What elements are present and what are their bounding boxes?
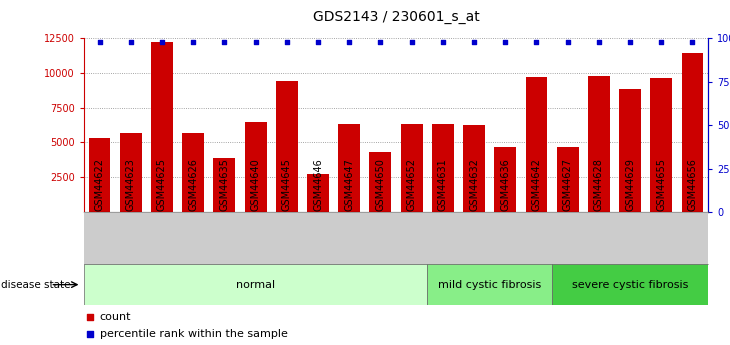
- Point: [687, 40, 699, 45]
- Point: [468, 40, 480, 45]
- Point: [374, 40, 386, 45]
- Bar: [650, 78, 672, 212]
- Bar: [432, 124, 454, 212]
- Point: [85, 331, 96, 337]
- Text: mild cystic fibrosis: mild cystic fibrosis: [438, 280, 541, 289]
- Point: [624, 40, 636, 45]
- Point: [93, 40, 105, 45]
- Bar: [619, 89, 641, 212]
- Bar: [338, 124, 360, 212]
- Bar: [276, 81, 298, 212]
- Bar: [557, 147, 579, 212]
- Point: [85, 314, 96, 319]
- Bar: [463, 125, 485, 212]
- Bar: [494, 147, 516, 212]
- Point: [343, 40, 355, 45]
- Bar: [213, 158, 235, 212]
- Bar: [682, 53, 704, 212]
- Point: [562, 40, 574, 45]
- Point: [218, 40, 230, 45]
- Point: [531, 40, 542, 45]
- Bar: [120, 133, 142, 212]
- Point: [406, 40, 418, 45]
- Bar: [182, 134, 204, 212]
- Bar: [245, 122, 266, 212]
- Bar: [84, 264, 427, 305]
- Point: [499, 40, 511, 45]
- Point: [188, 40, 199, 45]
- Bar: [401, 124, 423, 212]
- Bar: [588, 76, 610, 212]
- Text: severe cystic fibrosis: severe cystic fibrosis: [572, 280, 688, 289]
- Point: [312, 40, 324, 45]
- Bar: [552, 264, 708, 305]
- Bar: [427, 264, 552, 305]
- Bar: [88, 138, 110, 212]
- Text: GDS2143 / 230601_s_at: GDS2143 / 230601_s_at: [312, 10, 480, 24]
- Bar: [369, 151, 391, 212]
- Point: [281, 40, 293, 45]
- Bar: [307, 174, 329, 212]
- Point: [125, 40, 137, 45]
- Bar: [151, 42, 173, 212]
- Bar: [526, 77, 548, 212]
- Point: [250, 40, 261, 45]
- Text: disease state: disease state: [1, 280, 70, 289]
- Text: normal: normal: [236, 280, 275, 289]
- Text: count: count: [99, 312, 131, 322]
- Point: [437, 40, 449, 45]
- Point: [156, 40, 168, 45]
- Point: [593, 40, 604, 45]
- Point: [656, 40, 667, 45]
- Text: percentile rank within the sample: percentile rank within the sample: [99, 329, 288, 339]
